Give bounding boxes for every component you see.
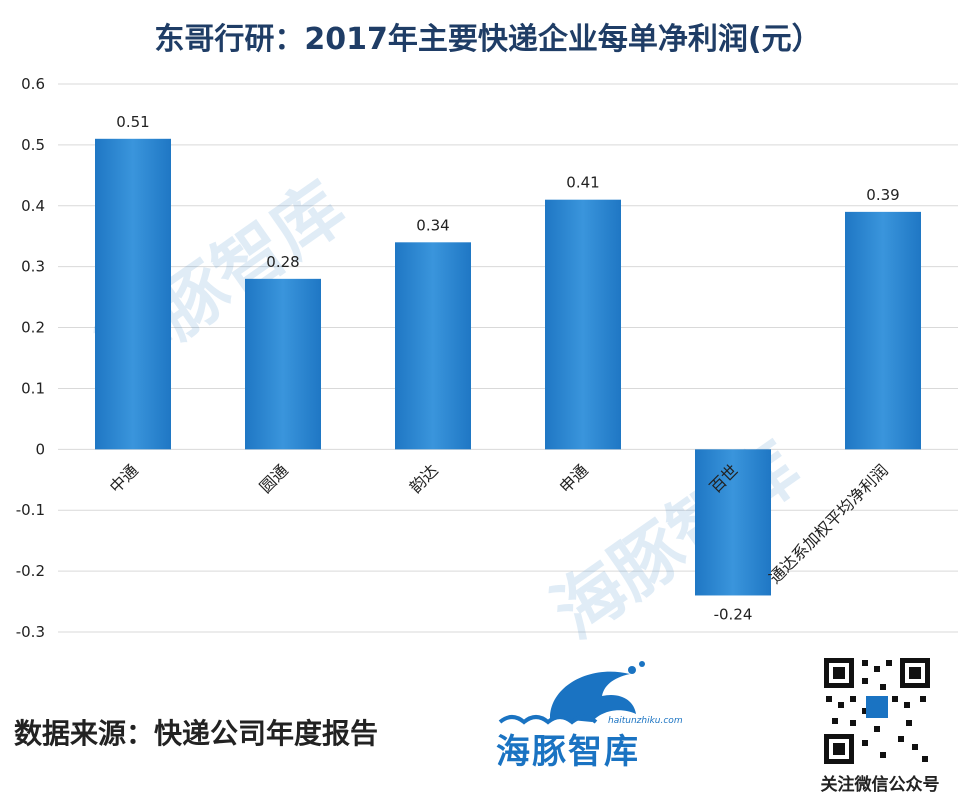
y-tick-label: -0.3: [16, 623, 45, 641]
y-tick-label: 0: [35, 440, 45, 458]
bar: [95, 138, 171, 450]
x-tick-label: 韵达: [406, 461, 442, 497]
logo-url: haitunzhiku.com: [608, 716, 683, 726]
x-tick-label: 圆通: [256, 461, 292, 497]
x-tick-label: 中通: [106, 461, 142, 497]
qr-code-icon: [822, 656, 932, 766]
x-tick-label: 申通: [556, 461, 592, 497]
bar: [845, 211, 921, 450]
chart-title: 东哥行研：2017年主要快递企业每单净利润(元）: [154, 22, 822, 57]
bar: [695, 449, 771, 596]
y-tick-label: 0.1: [21, 379, 45, 397]
y-tick-label: 0.4: [21, 197, 45, 215]
y-tick-label: 0.2: [21, 319, 45, 337]
bar: [395, 242, 471, 450]
data-label: 0.34: [416, 216, 449, 234]
y-tick-label: -0.1: [16, 501, 45, 519]
y-tick-label: -0.2: [16, 562, 45, 580]
y-tick-label: 0.6: [21, 75, 45, 93]
data-label: 0.39: [866, 186, 899, 204]
bar: [245, 278, 321, 450]
bar: [545, 199, 621, 450]
qr-caption: 关注微信公众号: [820, 775, 940, 795]
data-label: 0.41: [566, 174, 599, 192]
dolphin-wave-logo-icon: [498, 661, 645, 725]
y-tick-label: 0.3: [21, 258, 45, 276]
y-tick-label: 0.5: [21, 136, 45, 154]
data-label: 0.51: [116, 113, 149, 131]
watermark-text: 海豚智库: [538, 426, 814, 654]
data-label: -0.24: [714, 605, 753, 623]
logo-wordmark: 海豚智库: [496, 732, 640, 772]
data-source-note: 数据来源：快递公司年度报告: [14, 717, 379, 750]
data-label: 0.28: [266, 253, 299, 271]
